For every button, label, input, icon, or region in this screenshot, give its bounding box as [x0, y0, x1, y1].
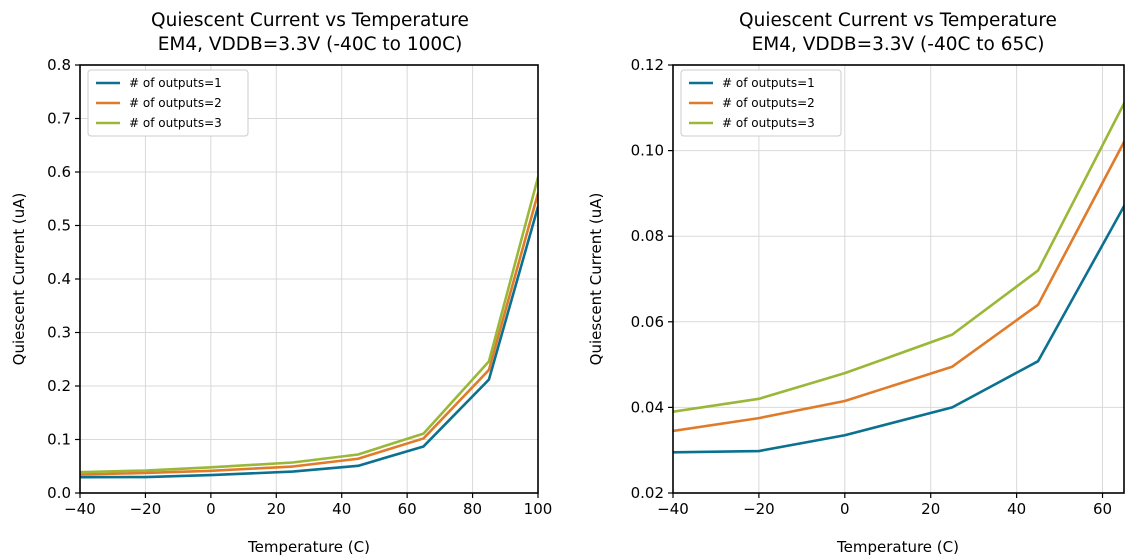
- series-line-2: [80, 192, 538, 476]
- series-lines: [673, 102, 1124, 454]
- legend-label-1: # of outputs=1: [129, 76, 222, 90]
- y-tick-label: 0.12: [631, 56, 664, 74]
- series-line-2: [673, 140, 1124, 433]
- x-tick-label: −20: [130, 500, 162, 518]
- y-tick-label: 0.08: [631, 227, 664, 245]
- x-tick-label: 40: [332, 500, 351, 518]
- x-tick-label: 60: [1093, 500, 1112, 518]
- legend-label-3: # of outputs=3: [129, 116, 222, 130]
- x-tick-label: 0: [840, 500, 850, 518]
- legend-box: [680, 69, 842, 137]
- legend-label-2: # of outputs=2: [129, 96, 222, 110]
- y-tick-label: 0.5: [47, 217, 71, 235]
- series-line-1: [80, 205, 538, 479]
- legend: # of outputs=1 # of outputs=2 # of outputs…: [680, 69, 842, 137]
- legend-label-3: # of outputs=3: [722, 116, 815, 130]
- chart-right: Quiescent Current vs Temperature EM4, VD…: [587, 10, 1125, 556]
- axis-ticks: −40 −20 0 20 40 60 80 100 0.0 0.1 0.2 0.3 0.4 0.5 0.6 0…: [47, 56, 552, 518]
- chart-title: Quiescent Current vs Temperature: [151, 10, 469, 31]
- x-tick-label: 0: [206, 500, 216, 518]
- x-tick-label: 40: [1007, 500, 1026, 518]
- chart-subtitle: EM4, VDDB=3.3V (-40C to 65C): [752, 34, 1045, 55]
- y-tick-label: 0.8: [47, 56, 71, 74]
- x-tick-label: −40: [64, 500, 96, 518]
- y-tick-label: 0.2: [47, 377, 71, 395]
- series-line-1: [673, 204, 1124, 454]
- y-tick-label: 0.02: [631, 484, 664, 502]
- chart-title: Quiescent Current vs Temperature: [739, 10, 1057, 31]
- y-tick-label: 0.7: [47, 110, 71, 128]
- y-tick-label: 0.0: [47, 484, 71, 502]
- y-tick-label: 0.3: [47, 324, 71, 342]
- legend: # of outputs=1 # of outputs=2 # of outputs…: [87, 69, 249, 137]
- y-axis-label: Quiescent Current (uA): [587, 193, 605, 366]
- x-tick-label: 100: [524, 500, 553, 518]
- chart-left: Quiescent Current vs Temperature EM4, VD…: [10, 10, 552, 556]
- y-axis-label: Quiescent Current (uA): [10, 193, 28, 366]
- legend-box: [87, 69, 249, 137]
- y-tick-label: 0.10: [631, 142, 664, 160]
- x-tick-label: −40: [657, 500, 689, 518]
- y-tick-label: 0.6: [47, 163, 71, 181]
- plot-frame: [672, 64, 1125, 494]
- x-tick-label: 20: [267, 500, 286, 518]
- series-line-3: [673, 102, 1124, 413]
- series-line-3: [80, 176, 538, 474]
- x-tick-label: 60: [398, 500, 417, 518]
- x-axis-label: Temperature (C): [247, 538, 370, 556]
- legend-label-1: # of outputs=1: [722, 76, 815, 90]
- x-axis-label: Temperature (C): [836, 538, 959, 556]
- y-tick-label: 0.1: [47, 431, 71, 449]
- x-tick-label: −20: [743, 500, 775, 518]
- y-tick-label: 0.06: [631, 313, 664, 331]
- x-tick-label: 20: [921, 500, 940, 518]
- y-tick-label: 0.04: [631, 398, 664, 416]
- legend-label-2: # of outputs=2: [722, 96, 815, 110]
- y-tick-label: 0.4: [47, 270, 71, 288]
- axis-ticks: −40 −20 0 20 40 60 0.02 0.04 0.06 0.08 0.10 0.12: [631, 56, 1112, 518]
- chart-subtitle: EM4, VDDB=3.3V (-40C to 100C): [158, 34, 463, 55]
- series-lines: [80, 176, 538, 479]
- x-tick-label: 80: [463, 500, 482, 518]
